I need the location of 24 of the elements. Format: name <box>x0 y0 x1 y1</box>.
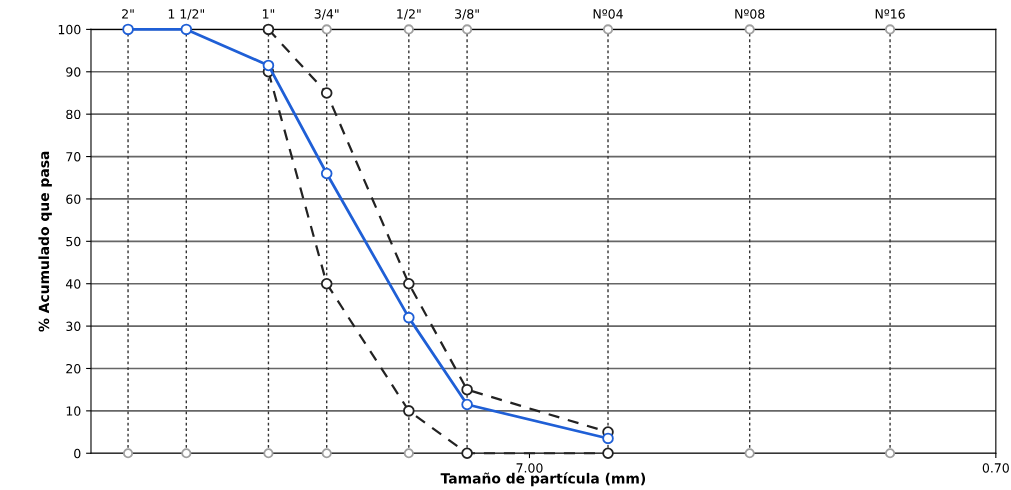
annotation: Nº08 <box>735 9 765 19</box>
y-tick-label: 90 <box>66 67 81 77</box>
annotation: 1 1/2" <box>168 9 205 20</box>
y-tick-label: 50 <box>66 236 81 247</box>
y-tick-label: 70 <box>66 152 81 162</box>
x-tick-label: 0.70 <box>982 463 1009 473</box>
y-tick-label: 0 <box>74 448 81 459</box>
y-tick-label: 40 <box>65 279 81 289</box>
annotation: 2" <box>122 9 134 19</box>
y-tick-label: 10 <box>66 406 81 416</box>
annotation: 1" <box>262 9 275 19</box>
annotation: 3/4" <box>314 9 339 20</box>
annotation: 3/8" <box>455 9 479 20</box>
annotation: 1/2" <box>397 9 421 20</box>
x-tick-label: 7.00 <box>516 463 543 473</box>
y-tick-label: 20 <box>66 363 81 374</box>
y-axis-title: % Acumulado que pasa <box>38 151 52 332</box>
y-tick-label: 30 <box>66 321 81 332</box>
y-tick-label: 80 <box>66 109 81 120</box>
y-tick-label: 100 <box>58 24 81 35</box>
annotation: Nº16 <box>875 9 905 19</box>
annotation: Nº04 <box>593 9 623 19</box>
y-tick-label: 60 <box>66 194 81 204</box>
x-axis-title: Tamaño de partícula (mm) <box>440 472 646 487</box>
